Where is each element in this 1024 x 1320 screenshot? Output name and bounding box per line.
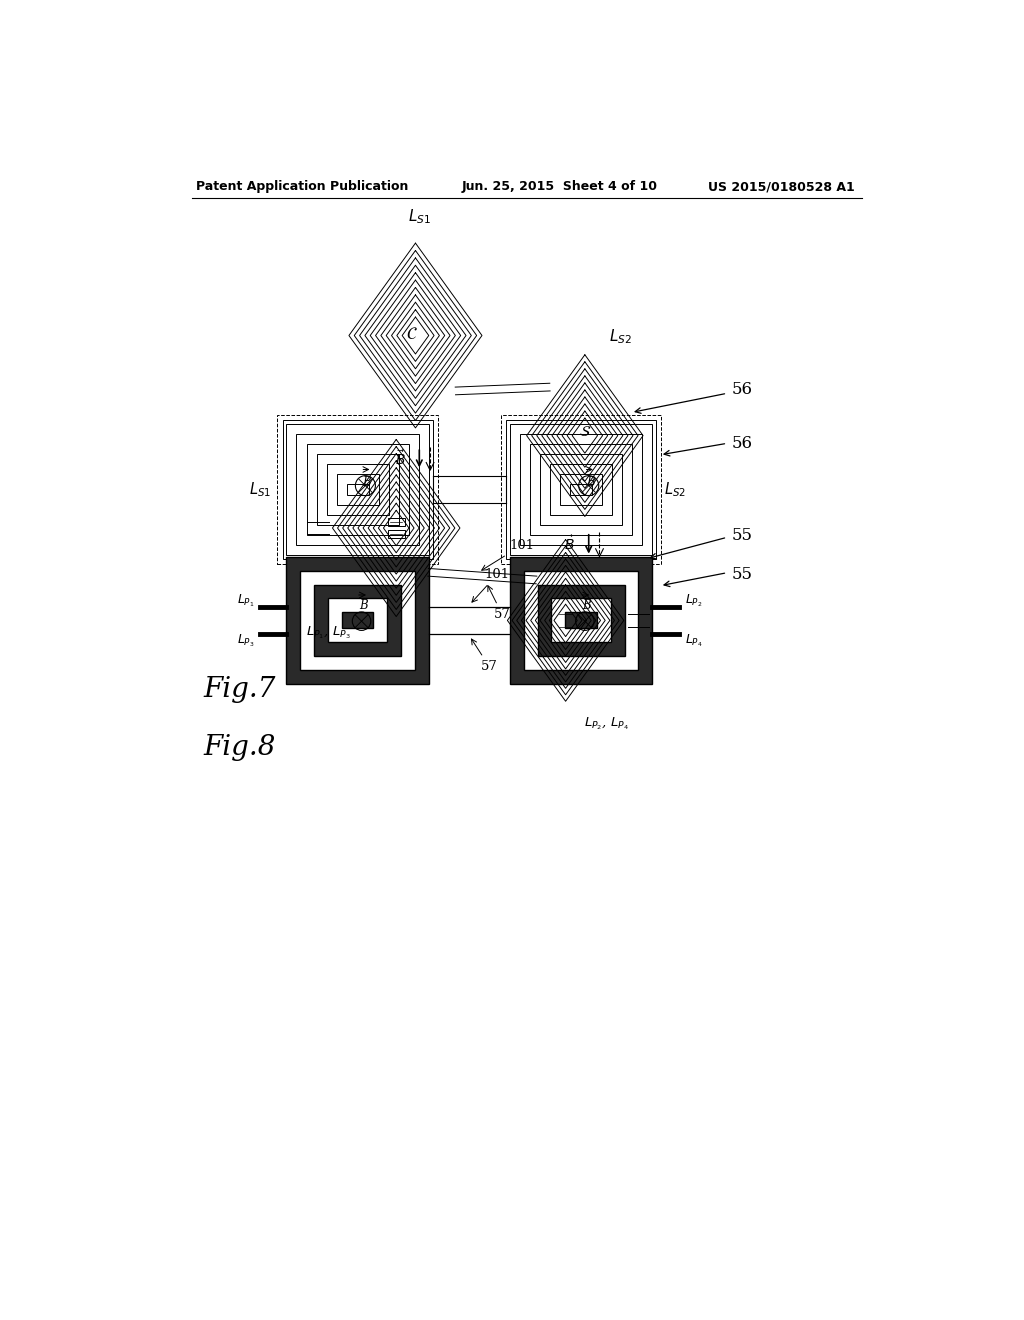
Bar — [328, 598, 387, 643]
Text: Jun. 25, 2015  Sheet 4 of 10: Jun. 25, 2015 Sheet 4 of 10 — [462, 181, 657, 194]
Text: 57: 57 — [471, 639, 498, 673]
Bar — [314, 585, 401, 656]
Text: $L_{S2}$: $L_{S2}$ — [609, 327, 632, 346]
Text: $L_{P_2}$: $L_{P_2}$ — [685, 593, 702, 609]
Text: $\vec{B}$: $\vec{B}$ — [395, 449, 406, 469]
Text: $L_{P_3}$: $L_{P_3}$ — [237, 632, 254, 648]
Bar — [501, 414, 662, 564]
Bar — [388, 531, 404, 539]
Bar — [557, 623, 574, 631]
Bar — [510, 557, 652, 684]
Text: 56: 56 — [731, 381, 753, 397]
Bar — [520, 434, 642, 545]
Text: $L_{S2}$: $L_{S2}$ — [664, 480, 686, 499]
Text: $L_{S1}$: $L_{S1}$ — [249, 480, 271, 499]
Bar — [523, 570, 638, 671]
Text: $\mathcal{S}$: $\mathcal{S}$ — [579, 424, 591, 440]
Bar — [560, 474, 602, 506]
Bar — [569, 484, 592, 495]
Text: $L_{P_1}$, $L_{P_3}$: $L_{P_1}$, $L_{P_3}$ — [306, 624, 351, 640]
Text: B: B — [582, 599, 591, 612]
Bar — [540, 454, 623, 525]
Bar — [388, 517, 404, 525]
Bar — [316, 454, 399, 525]
Bar — [287, 557, 429, 684]
Bar — [283, 420, 433, 558]
Text: Fig.8: Fig.8 — [204, 734, 276, 760]
Bar — [327, 465, 389, 515]
Text: $\vec{B}$: $\vec{B}$ — [564, 535, 574, 553]
Bar — [297, 434, 419, 545]
Bar — [337, 474, 379, 506]
Bar — [342, 612, 374, 628]
Bar — [538, 585, 625, 656]
Bar — [306, 444, 409, 535]
Text: 101: 101 — [472, 568, 510, 602]
Bar — [300, 570, 415, 671]
Text: $L_{S1}$: $L_{S1}$ — [408, 207, 431, 226]
Bar — [287, 424, 429, 554]
Bar — [565, 612, 597, 628]
Text: $L_{P_2}$, $L_{P_4}$: $L_{P_2}$, $L_{P_4}$ — [584, 715, 629, 731]
Text: 55: 55 — [731, 566, 753, 582]
Bar — [529, 444, 632, 535]
Bar — [278, 414, 438, 564]
Text: 57: 57 — [487, 586, 511, 622]
Bar — [506, 420, 656, 558]
Text: $L_{P_1}$: $L_{P_1}$ — [237, 593, 254, 609]
Text: Patent Application Publication: Patent Application Publication — [196, 181, 409, 194]
Bar — [510, 424, 652, 554]
Text: 55: 55 — [731, 527, 753, 544]
Text: US 2015/0180528 A1: US 2015/0180528 A1 — [708, 181, 855, 194]
Text: B: B — [358, 599, 368, 612]
Text: 101: 101 — [481, 539, 535, 570]
Bar — [551, 598, 610, 643]
Bar — [346, 484, 369, 495]
Text: 56: 56 — [731, 434, 753, 451]
Text: B: B — [586, 477, 595, 490]
Text: $\mathcal{C}$: $\mathcal{C}$ — [406, 325, 418, 343]
Text: Fig.7: Fig.7 — [204, 676, 276, 704]
Text: B: B — [362, 477, 372, 490]
Bar — [550, 465, 612, 515]
Bar — [557, 610, 574, 618]
Text: $L_{P_4}$: $L_{P_4}$ — [685, 632, 702, 648]
